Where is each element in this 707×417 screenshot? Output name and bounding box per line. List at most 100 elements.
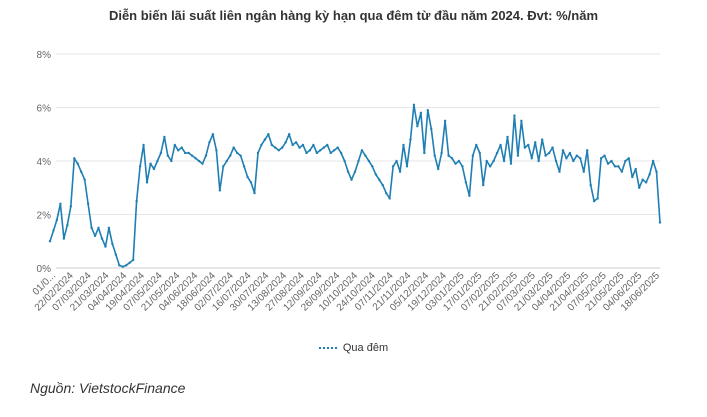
data-point[interactable] (183, 151, 187, 155)
data-point[interactable] (395, 159, 398, 163)
data-point[interactable] (561, 149, 565, 152)
data-point[interactable] (93, 234, 97, 238)
data-point[interactable] (506, 135, 509, 139)
data-point[interactable] (402, 143, 405, 147)
data-point[interactable] (350, 178, 353, 181)
data-point[interactable] (499, 143, 502, 147)
data-point[interactable] (530, 157, 533, 160)
data-point[interactable] (287, 133, 291, 136)
data-point[interactable] (502, 159, 506, 163)
data-point[interactable] (423, 151, 426, 155)
data-point[interactable] (627, 157, 631, 160)
data-point[interactable] (333, 149, 336, 152)
data-point[interactable] (194, 157, 197, 160)
data-point[interactable] (336, 146, 339, 149)
data-point[interactable] (638, 186, 641, 189)
data-point[interactable] (419, 111, 423, 115)
data-point[interactable] (131, 258, 135, 262)
data-point[interactable] (534, 141, 537, 144)
data-point[interactable] (128, 261, 131, 264)
data-point[interactable] (589, 183, 592, 187)
data-point[interactable] (100, 237, 104, 240)
data-point[interactable] (371, 165, 374, 168)
data-point[interactable] (624, 159, 627, 163)
data-point[interactable] (412, 103, 416, 107)
data-point[interactable] (97, 226, 100, 230)
data-point[interactable] (187, 151, 190, 155)
data-point[interactable] (592, 199, 596, 203)
data-point[interactable] (225, 159, 228, 163)
legend[interactable]: Qua đêm (0, 340, 707, 354)
data-point[interactable] (281, 146, 284, 149)
data-point[interactable] (572, 159, 575, 163)
data-point[interactable] (367, 159, 371, 163)
data-point[interactable] (443, 119, 447, 123)
data-point[interactable] (471, 154, 475, 157)
data-point[interactable] (613, 165, 617, 168)
data-point[interactable] (586, 149, 589, 152)
data-point[interactable] (239, 154, 242, 157)
data-point[interactable] (149, 162, 152, 165)
data-point[interactable] (648, 173, 651, 176)
data-point[interactable] (617, 165, 620, 168)
data-point[interactable] (426, 108, 429, 112)
data-point[interactable] (229, 154, 232, 157)
legend-item-qua-dem[interactable]: Qua đêm (318, 342, 388, 354)
data-point[interactable] (360, 149, 364, 152)
data-point[interactable] (405, 165, 409, 168)
data-point[interactable] (315, 151, 319, 155)
data-point[interactable] (277, 149, 280, 152)
data-point[interactable] (384, 191, 388, 195)
data-point[interactable] (599, 157, 603, 160)
data-point[interactable] (145, 181, 149, 184)
data-point[interactable] (312, 143, 315, 147)
data-point[interactable] (284, 141, 287, 144)
data-point[interactable] (575, 154, 579, 157)
data-point[interactable] (547, 151, 551, 155)
data-point[interactable] (644, 181, 648, 184)
data-point[interactable] (246, 175, 249, 179)
data-point[interactable] (55, 218, 59, 222)
data-point[interactable] (357, 159, 360, 163)
data-point[interactable] (516, 154, 520, 157)
data-point[interactable] (48, 240, 52, 243)
data-point[interactable] (222, 165, 225, 168)
data-point[interactable] (509, 162, 513, 165)
data-point[interactable] (215, 149, 218, 152)
data-point[interactable] (73, 157, 76, 160)
data-point[interactable] (430, 127, 433, 131)
data-point[interactable] (440, 151, 443, 155)
data-point[interactable] (454, 162, 457, 165)
data-point[interactable] (461, 165, 464, 168)
data-point[interactable] (305, 151, 308, 155)
data-point[interactable] (274, 146, 277, 149)
data-point[interactable] (62, 237, 66, 240)
data-point[interactable] (513, 114, 516, 117)
data-point[interactable] (208, 141, 211, 144)
data-point[interactable] (464, 181, 468, 184)
data-point[interactable] (159, 151, 163, 155)
data-point[interactable] (655, 170, 658, 173)
data-point[interactable] (308, 149, 312, 152)
data-point[interactable] (197, 159, 201, 163)
data-point[interactable] (641, 178, 644, 181)
data-point[interactable] (409, 138, 412, 141)
data-point[interactable] (620, 170, 624, 173)
data-point[interactable] (523, 146, 527, 149)
data-point[interactable] (606, 162, 610, 165)
data-point[interactable] (232, 146, 235, 149)
data-point[interactable] (651, 159, 655, 163)
data-point[interactable] (551, 146, 554, 149)
data-point[interactable] (83, 178, 86, 181)
data-point[interactable] (294, 141, 298, 144)
data-point[interactable] (66, 224, 69, 227)
data-point[interactable] (118, 264, 121, 267)
data-point[interactable] (211, 133, 215, 136)
data-point[interactable] (177, 149, 180, 152)
data-point[interactable] (537, 159, 540, 163)
data-point[interactable] (568, 151, 572, 155)
data-point[interactable] (86, 202, 90, 205)
data-point[interactable] (104, 245, 107, 248)
data-point[interactable] (142, 143, 145, 147)
data-point[interactable] (218, 189, 222, 192)
